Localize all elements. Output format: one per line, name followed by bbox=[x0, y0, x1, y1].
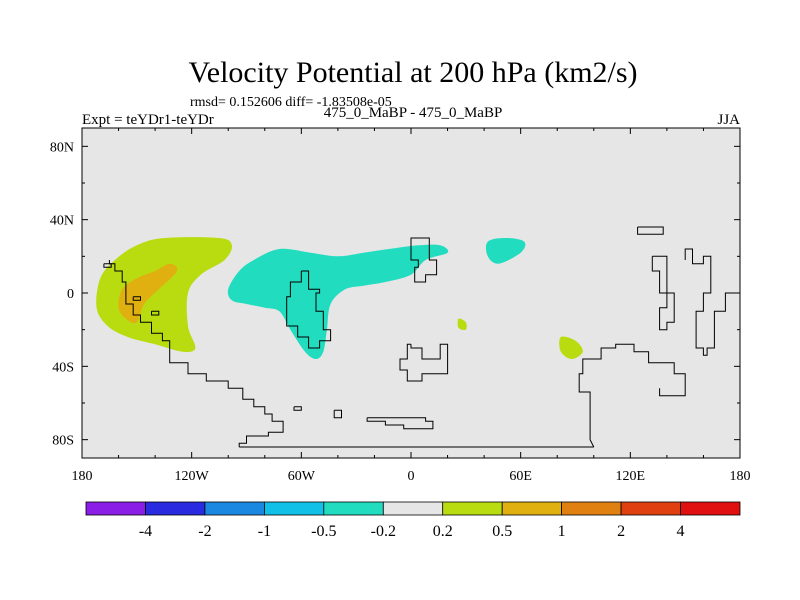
coastline-segment bbox=[366, 417, 434, 430]
anomaly-region bbox=[559, 336, 583, 359]
coastline-segment bbox=[103, 263, 112, 268]
colorbar: -4 -2 -1 -0.5 -0.2 0.2 0.5 1 2 4 bbox=[85, 501, 741, 540]
coastline-segment bbox=[151, 310, 160, 316]
coastline-segment bbox=[399, 343, 449, 382]
colorbar-swatch bbox=[145, 501, 206, 516]
y-tick-label: 80S bbox=[52, 434, 74, 449]
colorbar-swatch bbox=[382, 501, 444, 516]
y-axis: 80N 40N 0 40S 80S bbox=[50, 140, 740, 449]
experiment-label: Expt = teYDr1-teYDr bbox=[82, 112, 214, 128]
colorbar-label: 4 bbox=[677, 523, 685, 540]
chart-title: Velocity Potential at 200 hPa (km2/s) bbox=[188, 56, 637, 89]
anomaly-region bbox=[227, 244, 449, 359]
anomaly-region bbox=[457, 318, 467, 331]
colorbar-label: 2 bbox=[617, 523, 625, 540]
colorbar-swatch bbox=[442, 501, 503, 516]
y-tick-label: 80N bbox=[50, 140, 74, 155]
colorbar-swatch bbox=[561, 501, 622, 516]
x-tick-label: 60W bbox=[288, 469, 316, 484]
coastline-segment bbox=[286, 270, 332, 349]
stats-text: rmsd= 0.152606 diff= -1.83508e-05 bbox=[190, 95, 392, 110]
colorbar-swatch bbox=[620, 501, 681, 516]
x-tick-label: 120W bbox=[175, 469, 210, 484]
map-background bbox=[82, 128, 740, 458]
colorbar-label: 0.2 bbox=[433, 523, 453, 540]
x-tick-label: 0 bbox=[408, 469, 415, 484]
x-tick-label: 120E bbox=[616, 469, 646, 484]
y-tick-label: 40N bbox=[50, 214, 74, 229]
coastline-segment bbox=[333, 409, 342, 419]
colorbar-label: -2 bbox=[198, 523, 211, 540]
colorbar-label: -0.2 bbox=[371, 523, 396, 540]
coastline-segment bbox=[293, 406, 302, 411]
coastlines bbox=[103, 226, 740, 448]
anomaly-region bbox=[96, 237, 233, 352]
case-label: 475_0_MaBP - 475_0_MaBP bbox=[324, 105, 503, 121]
coastline-segment bbox=[108, 260, 284, 447]
colorbar-label: 1 bbox=[558, 523, 566, 540]
coastline-segment bbox=[651, 255, 675, 331]
coastline-segment bbox=[410, 237, 438, 283]
colorbar-label: -1 bbox=[258, 523, 271, 540]
coastline-segment bbox=[684, 248, 740, 356]
colorbar-swatch bbox=[263, 501, 325, 516]
coastline-segment bbox=[132, 296, 141, 301]
colorbar-label: -0.5 bbox=[311, 523, 336, 540]
x-tick-label: 180 bbox=[730, 469, 751, 484]
colorbar-swatch bbox=[85, 501, 146, 516]
anomaly-fills bbox=[96, 237, 583, 359]
colorbar-swatch bbox=[680, 501, 741, 516]
colorbar-swatch bbox=[204, 501, 265, 516]
x-tick-label: 60E bbox=[509, 469, 532, 484]
coastline-segment bbox=[578, 343, 686, 448]
colorbar-label: -4 bbox=[139, 523, 152, 540]
y-tick-label: 40S bbox=[52, 360, 74, 375]
colorbar-swatch bbox=[323, 501, 384, 516]
coastline-segment bbox=[637, 226, 664, 235]
colorbar-swatch bbox=[501, 501, 563, 516]
x-axis: 180 120W 60W 0 60E 120E 180 bbox=[72, 128, 751, 484]
anomaly-region bbox=[485, 238, 526, 264]
x-tick-label: 180 bbox=[72, 469, 93, 484]
season-label: JJA bbox=[717, 112, 740, 128]
y-tick-label: 0 bbox=[67, 287, 74, 302]
colorbar-label: 0.5 bbox=[492, 523, 512, 540]
